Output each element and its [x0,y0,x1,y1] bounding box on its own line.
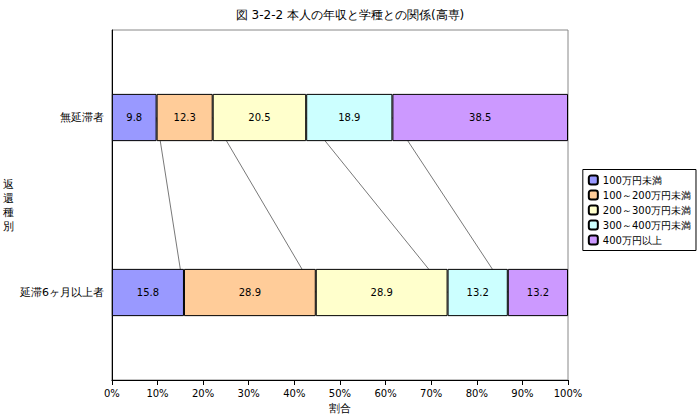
svg-text:100%: 100% [554,388,583,399]
svg-text:15.8: 15.8 [137,287,159,298]
svg-text:300～400万円未満: 300～400万円未満 [603,220,691,231]
svg-text:13.2: 13.2 [467,287,489,298]
svg-text:図 3-2-2 本人の年収と学種との関係(高専): 図 3-2-2 本人の年収と学種との関係(高専) [236,8,465,22]
svg-text:30%: 30% [238,388,260,399]
svg-text:90%: 90% [511,388,533,399]
svg-text:延滞6ヶ月以上者: 延滞6ヶ月以上者 [19,286,104,299]
svg-text:28.9: 28.9 [239,287,261,298]
svg-text:200～300万円未満: 200～300万円未満 [603,205,691,216]
svg-text:400万円以上: 400万円以上 [603,235,662,246]
svg-text:100万円未満: 100万円未満 [603,175,662,186]
svg-text:割合: 割合 [329,402,351,415]
svg-text:38.5: 38.5 [469,112,491,123]
svg-text:12.3: 12.3 [174,112,196,123]
svg-text:50%: 50% [329,388,351,399]
svg-text:40%: 40% [283,388,305,399]
svg-text:28.9: 28.9 [371,287,393,298]
svg-text:70%: 70% [420,388,442,399]
svg-text:13.2: 13.2 [527,287,549,298]
svg-text:20.5: 20.5 [248,112,270,123]
svg-text:別: 別 [3,220,14,233]
svg-text:9.8: 9.8 [126,112,142,123]
svg-text:0%: 0% [104,388,120,399]
svg-text:種: 種 [3,206,14,219]
svg-text:80%: 80% [466,388,488,399]
svg-text:20%: 20% [192,388,214,399]
svg-text:還: 還 [3,192,14,205]
svg-text:100～200万円未満: 100～200万円未満 [603,190,691,201]
svg-text:60%: 60% [374,388,396,399]
svg-text:10%: 10% [146,388,168,399]
svg-text:無延滞者: 無延滞者 [60,111,104,124]
svg-text:返: 返 [3,178,14,191]
svg-text:18.9: 18.9 [338,112,360,123]
